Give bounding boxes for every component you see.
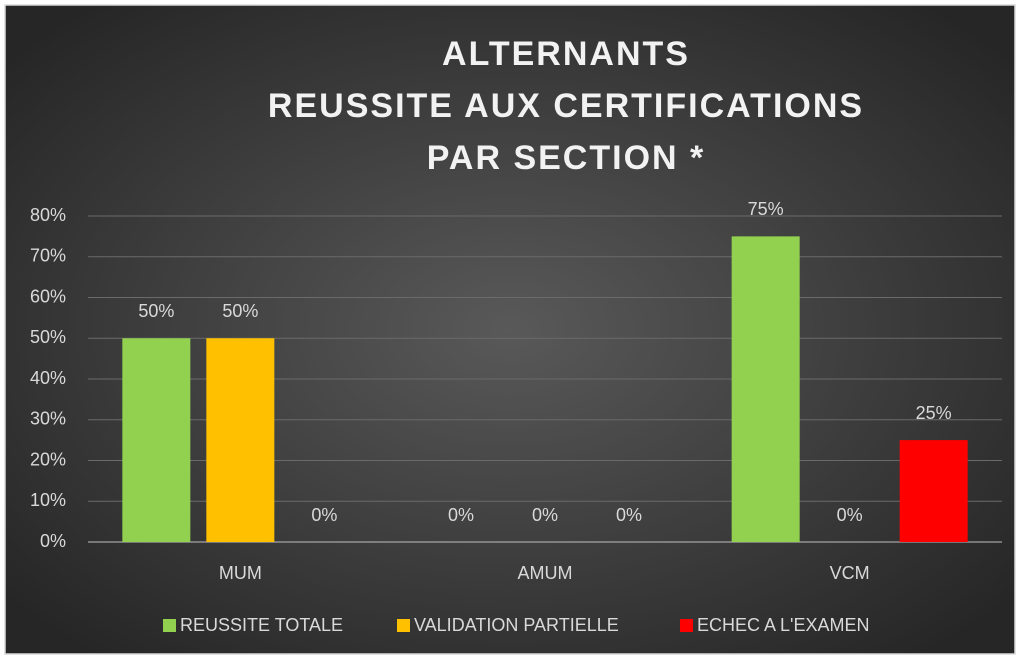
data-label: 50% [138, 301, 174, 321]
y-tick-label: 50% [30, 327, 66, 347]
y-tick-label: 20% [30, 449, 66, 469]
bar [122, 338, 191, 542]
chart-title: PAR SECTION * [427, 139, 706, 177]
legend-swatch [680, 619, 693, 632]
chart-title: REUSSITE AUX CERTIFICATIONS [268, 87, 864, 125]
y-tick-label: 70% [30, 246, 66, 266]
x-tick-label: VCM [830, 563, 870, 583]
legend-label: REUSSITE TOTALE [180, 615, 343, 635]
data-label: 0% [837, 505, 863, 525]
y-tick-label: 10% [30, 490, 66, 510]
data-label: 25% [916, 403, 952, 423]
y-tick-label: 80% [30, 205, 66, 225]
legend-swatch [397, 619, 410, 632]
bar [206, 338, 275, 542]
legend-label: VALIDATION PARTIELLE [414, 615, 619, 635]
x-tick-label: MUM [219, 563, 262, 583]
y-tick-label: 0% [40, 531, 66, 551]
y-tick-label: 40% [30, 368, 66, 388]
chart-background [4, 4, 1016, 655]
x-tick-label: AMUM [518, 563, 573, 583]
bar [731, 236, 800, 542]
chart-title: ALTERNANTS [442, 35, 690, 73]
data-label: 0% [532, 505, 558, 525]
y-tick-label: 60% [30, 286, 66, 306]
legend-swatch [163, 619, 176, 632]
data-label: 0% [616, 505, 642, 525]
legend-label: ECHEC A L'EXAMEN [697, 615, 870, 635]
data-label: 50% [222, 301, 258, 321]
bar [899, 440, 968, 542]
data-label: 0% [448, 505, 474, 525]
data-label: 75% [748, 199, 784, 219]
data-label: 0% [311, 505, 337, 525]
y-tick-label: 30% [30, 409, 66, 429]
